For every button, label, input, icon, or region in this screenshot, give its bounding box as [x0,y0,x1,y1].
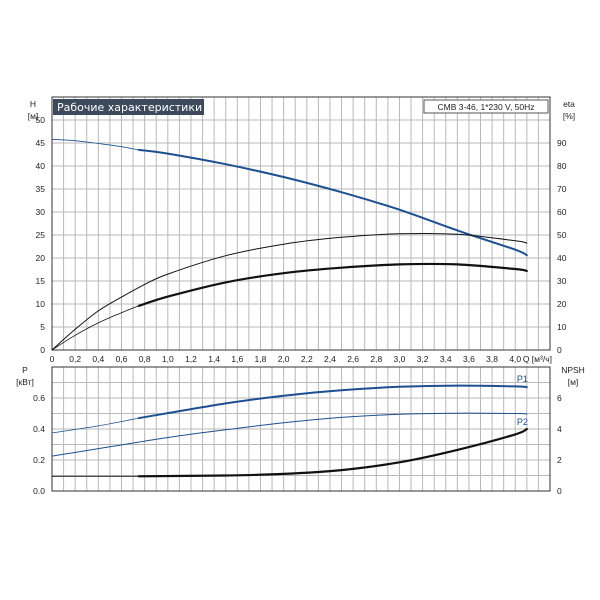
chart-title-box [53,99,204,115]
y-left-tick-label: 25 [36,230,46,240]
plot-frame-bottom [51,366,551,492]
p-tick-label: 0.0 [33,486,45,496]
efficiency-curve-line [51,232,528,351]
y-left-tick-label: 30 [36,207,46,217]
y-right-tick-label: 10 [557,322,567,332]
x-tick-label: 3,0 [394,354,406,364]
x-tick-label: 1,0 [162,354,174,364]
x-tick-label: 4,0 [509,354,521,364]
y-left-tick-label: 5 [40,322,45,332]
y-left-tick-label: 45 [36,138,46,148]
model-info-box [423,99,549,114]
y-left-tick-label: 50 [36,115,46,125]
x-axis-label: Q [м³/ч] [523,354,552,364]
p2-label: P2 [517,417,528,427]
p-tick-label: 0.2 [33,455,45,465]
y-right-tick-label: 80 [557,161,567,171]
x-tick-label: 1,8 [255,354,267,364]
y-right-tick-label: 70 [557,184,567,194]
p-tick-label: 0.6 [33,393,45,403]
x-tick-label: 1,6 [231,354,243,364]
pump-efficiency-curve-line [51,305,140,351]
npsh-tick-label: 2 [557,455,562,465]
p-tick-label: 0.4 [33,424,45,434]
x-tick-label: 1,2 [185,354,197,364]
npsh-curve-operating-line [137,427,528,478]
x-tick-label: 2,0 [278,354,290,364]
x-tick-label: 0 [50,354,55,364]
npsh-axis-unit: [м] [568,377,579,387]
p1-curve-operating-line [137,384,528,420]
y-right-tick-label: 20 [557,299,567,309]
y-left-axis-label: H [30,99,36,109]
y-left-axis-unit: [м] [28,111,39,121]
labels: 0510152025303540455001020304050607080900… [16,99,585,496]
chart-title: Рабочие характеристики [57,101,202,114]
x-tick-label: 3,6 [463,354,475,364]
x-tick-label: 3,2 [417,354,429,364]
p-axis-label: P [22,365,28,375]
y-right-tick-label: 30 [557,276,567,286]
model-info-text: CMB 3-46, 1*230 V, 50Hz [437,102,534,112]
npsh-tick-label: 6 [557,393,562,403]
x-tick-label: 0,4 [92,354,104,364]
head-curve-operating-line [137,148,528,257]
y-left-tick-label: 35 [36,184,46,194]
p1-label: P1 [517,374,528,384]
y-right-axis-unit: [%] [563,111,575,121]
y-right-tick-label: 90 [557,138,567,148]
x-tick-label: 2,4 [324,354,336,364]
npsh-tick-label: 0 [557,486,562,496]
npsh-axis-label: NPSH [561,365,585,375]
y-left-tick-label: 10 [36,299,46,309]
y-right-tick-label: 0 [557,345,562,355]
p1-curve-line [51,417,140,434]
y-right-axis-label: eta [563,99,575,109]
p-axis-unit: [кВт] [16,377,34,387]
x-tick-label: 1,4 [208,354,220,364]
y-left-tick-label: 40 [36,161,46,171]
x-tick-label: 0,8 [139,354,151,364]
curves [51,138,528,478]
plot-frame-top [51,96,551,351]
y-right-tick-label: 50 [557,230,567,240]
p2-curve-line [51,412,528,457]
y-right-tick-label: 60 [557,207,567,217]
x-tick-label: 2,2 [301,354,313,364]
head-curve-line [51,138,140,151]
y-right-tick-label: 40 [557,253,567,263]
y-left-tick-label: 0 [40,345,45,355]
y-left-tick-label: 15 [36,276,46,286]
x-tick-label: 2,6 [347,354,359,364]
x-tick-label: 0,6 [116,354,128,364]
x-tick-label: 3,8 [486,354,498,364]
x-tick-label: 2,8 [370,354,382,364]
npsh-tick-label: 4 [557,424,562,434]
pump-efficiency-curve-operating-line [137,262,528,307]
x-tick-label: 3,4 [440,354,452,364]
x-tick-label: 0,2 [69,354,81,364]
y-left-tick-label: 20 [36,253,46,263]
